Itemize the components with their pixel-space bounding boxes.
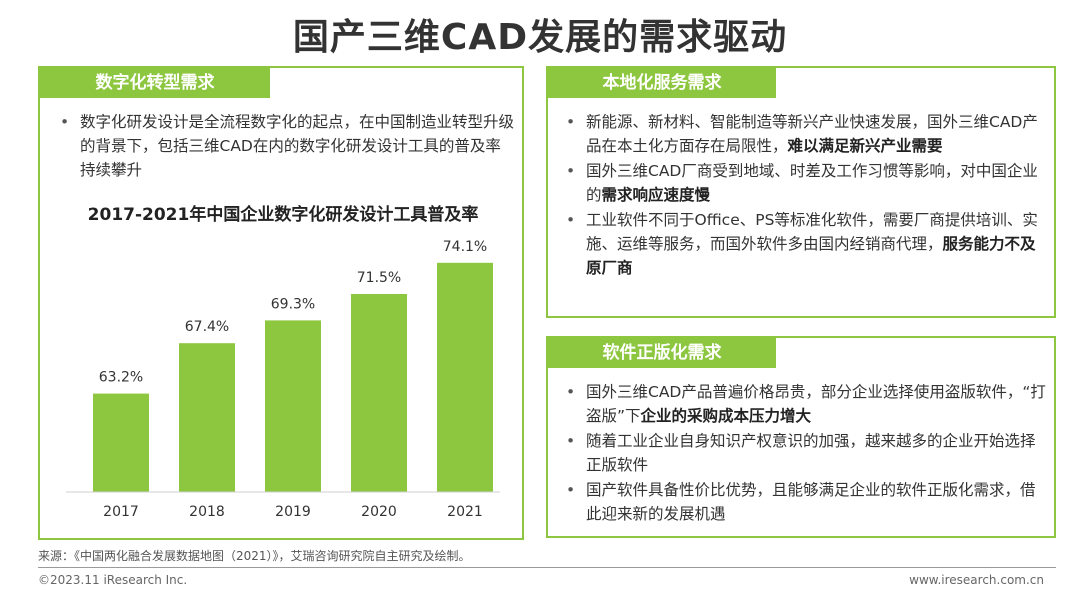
data-label: 74.1% [443,239,487,255]
penetration-bar-chart: 63.2% 2017 67.4% 2018 69.3% 2019 71.5% 2020 74.1… [66,239,500,520]
footer-divider [38,567,1056,568]
bullet-item: 数字化研发设计是全流程数字化的起点，在中国制造业转型升级的背景下，包括三维CAD… [58,110,516,182]
source-note: 来源：《中国两化融合发展数据地图（2021）》，艾瑞咨询研究院自主研究及绘制。 [38,549,471,563]
bullet-text: 国外三维CAD产品普遍价格昂贵，部分企业选择使用盗版软件，“打盗版”下 [586,383,1046,425]
website-link[interactable]: www.iresearch.com.cn [909,573,1044,587]
panel-tag-licensed-software: 软件正版化需求 [548,338,776,368]
bullet-list: 数字化研发设计是全流程数字化的起点，在中国制造业转型升级的背景下，包括三维CAD… [58,110,516,183]
bullet-item: 新能源、新材料、智能制造等新兴产业快速发展，国外三维CAD产品在本土化方面存在局… [564,110,1048,158]
licensed-software-panel: 软件正版化需求 国外三维CAD产品普遍价格昂贵，部分企业选择使用盗版软件，“打盗… [546,336,1056,538]
bullet-text: 数字化研发设计是全流程数字化的起点，在中国制造业转型升级的背景下，包括三维CAD… [80,113,515,179]
bullet-list: 新能源、新材料、智能制造等新兴产业快速发展，国外三维CAD产品在本土化方面存在局… [564,110,1048,281]
bullet-text: 国产软件具备性价比优势，且能够满足企业的软件正版化需求，借此迎来新的发展机遇 [586,481,1036,523]
chart-title: 2017-2021年中国企业数字化研发设计工具普及率 [87,205,479,225]
copyright: ©2023.11 iResearch Inc. [38,573,188,587]
x-tick-label: 2019 [275,504,311,520]
bar-2018 [179,343,235,492]
page-title: 国产三维CAD发展的需求驱动 [292,17,788,58]
bar-2017 [93,393,149,492]
bullet-item: 国产软件具备性价比优势，且能够满足企业的软件正版化需求，借此迎来新的发展机遇 [564,478,1048,526]
panel-tag-digital-transformation: 数字化转型需求 [40,68,270,98]
x-tick-label: 2018 [189,504,225,520]
x-tick-label: 2017 [103,504,139,520]
bar-2020 [351,294,407,492]
bullet-text: 新能源、新材料、智能制造等新兴产业快速发展，国外三维CAD产品在本土化方面存在局… [586,113,1038,155]
data-label: 63.2% [99,370,143,386]
bullet-item: 随着工业企业自身知识产权意识的加强，越来越多的企业开始选择正版软件 [564,429,1048,477]
bullet-text: 工业软件不同于Office、PS等标准化软件，需要厂商提供培训、实施、运维等服务… [586,211,1038,253]
x-tick-label: 2021 [447,504,483,520]
panel-tag-localization: 本地化服务需求 [548,68,776,98]
bullet-emphasis: 服务能力不及原厂商 [586,235,1036,277]
bullet-emphasis: 企业的采购成本压力增大 [640,407,812,425]
bullet-emphasis: 难以满足新兴产业需要 [787,137,943,155]
localization-service-panel: 本地化服务需求 新能源、新材料、智能制造等新兴产业快速发展，国外三维CAD产品在… [546,66,1056,318]
bullet-list: 国外三维CAD产品普遍价格昂贵，部分企业选择使用盗版软件，“打盗版”下企业的采购… [564,380,1048,527]
data-label: 69.3% [271,296,315,312]
data-label: 71.5% [357,270,401,286]
bullet-emphasis: 需求响应速度慢 [601,186,711,204]
bar-2021 [437,262,493,492]
bullet-item: 国外三维CAD产品普遍价格昂贵，部分企业选择使用盗版软件，“打盗版”下企业的采购… [564,380,1048,428]
bullet-text: 随着工业企业自身知识产权意识的加强，越来越多的企业开始选择正版软件 [586,432,1036,474]
digital-transformation-panel: 数字化转型需求 数字化研发设计是全流程数字化的起点，在中国制造业转型升级的背景下… [38,66,524,540]
bar-2019 [265,320,321,492]
x-tick-label: 2020 [361,504,397,520]
bullet-text: 国外三维CAD厂商受到地域、时差及工作习惯等影响，对中国企业的 [586,162,1038,204]
bullet-item: 工业软件不同于Office、PS等标准化软件，需要厂商提供培训、实施、运维等服务… [564,208,1048,280]
data-label: 67.4% [185,319,229,335]
bullet-item: 国外三维CAD厂商受到地域、时差及工作习惯等影响，对中国企业的需求响应速度慢 [564,159,1048,207]
